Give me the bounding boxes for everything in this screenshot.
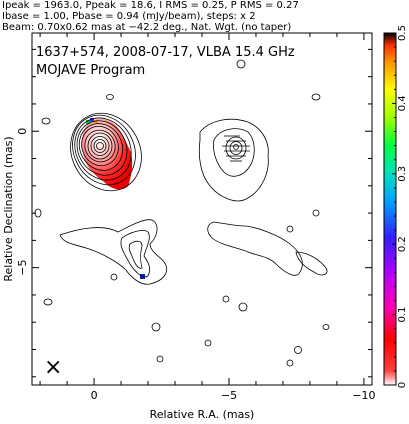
core-contours <box>70 112 142 192</box>
y-tick-label: 0 <box>16 128 29 135</box>
colorbar-tick-label: 0.2 <box>397 236 408 252</box>
chart-subtitle: MOJAVE Program <box>36 63 145 78</box>
core-pixel-orange <box>94 120 98 123</box>
core-polarization-map <box>81 118 133 190</box>
colorbar-tick-label: 0.4 <box>397 95 408 111</box>
x-tick-label: 0 <box>91 389 98 402</box>
colorbar-tick-label: 0.5 <box>397 25 408 41</box>
image-content: × <box>34 59 330 380</box>
colorbar-tick-label: 0.1 <box>397 307 408 323</box>
polarization-vectors <box>222 135 250 162</box>
y-axis-label: Relative Declination (mas) <box>2 136 15 281</box>
x-tick-label: −10 <box>352 389 375 402</box>
y-tick-label: −5 <box>16 260 29 276</box>
header-line-1: Ipeak = 1963.0, Ppeak = 18.6, I RMS = 0.… <box>2 0 299 11</box>
chart-title: 1637+574, 2008-07-17, VLBA 15.4 GHz <box>36 45 295 60</box>
y-axis-ticks <box>32 48 372 378</box>
jet-contours <box>59 118 328 285</box>
colorbar <box>383 32 397 386</box>
colorbar-tick-label: 0 <box>397 382 408 388</box>
header-line-2: Ibase = 1.00, Pbase = 0.94 (mJy/beam), s… <box>2 11 256 22</box>
plot-frame <box>31 32 373 386</box>
x-axis-tick-labels: 0 −5 −10 <box>91 389 376 402</box>
y-axis-tick-labels: 0 −5 <box>16 128 29 276</box>
core-pixel-blue <box>90 118 94 122</box>
colorbar-tick-label: 0.3 <box>397 166 408 182</box>
x-axis-ticks <box>39 33 365 385</box>
colorbar-ticks: 0 0.1 0.2 0.3 0.4 0.5 <box>392 25 408 388</box>
beam-marker: × <box>44 355 62 380</box>
header-line-3: Beam: 0.70x0.62 mas at −42.2 deg., Nat. … <box>2 22 292 33</box>
x-tick-label: −5 <box>221 389 237 402</box>
x-axis-label: Relative R.A. (mas) <box>150 408 255 421</box>
core-pixel-green <box>86 120 90 124</box>
